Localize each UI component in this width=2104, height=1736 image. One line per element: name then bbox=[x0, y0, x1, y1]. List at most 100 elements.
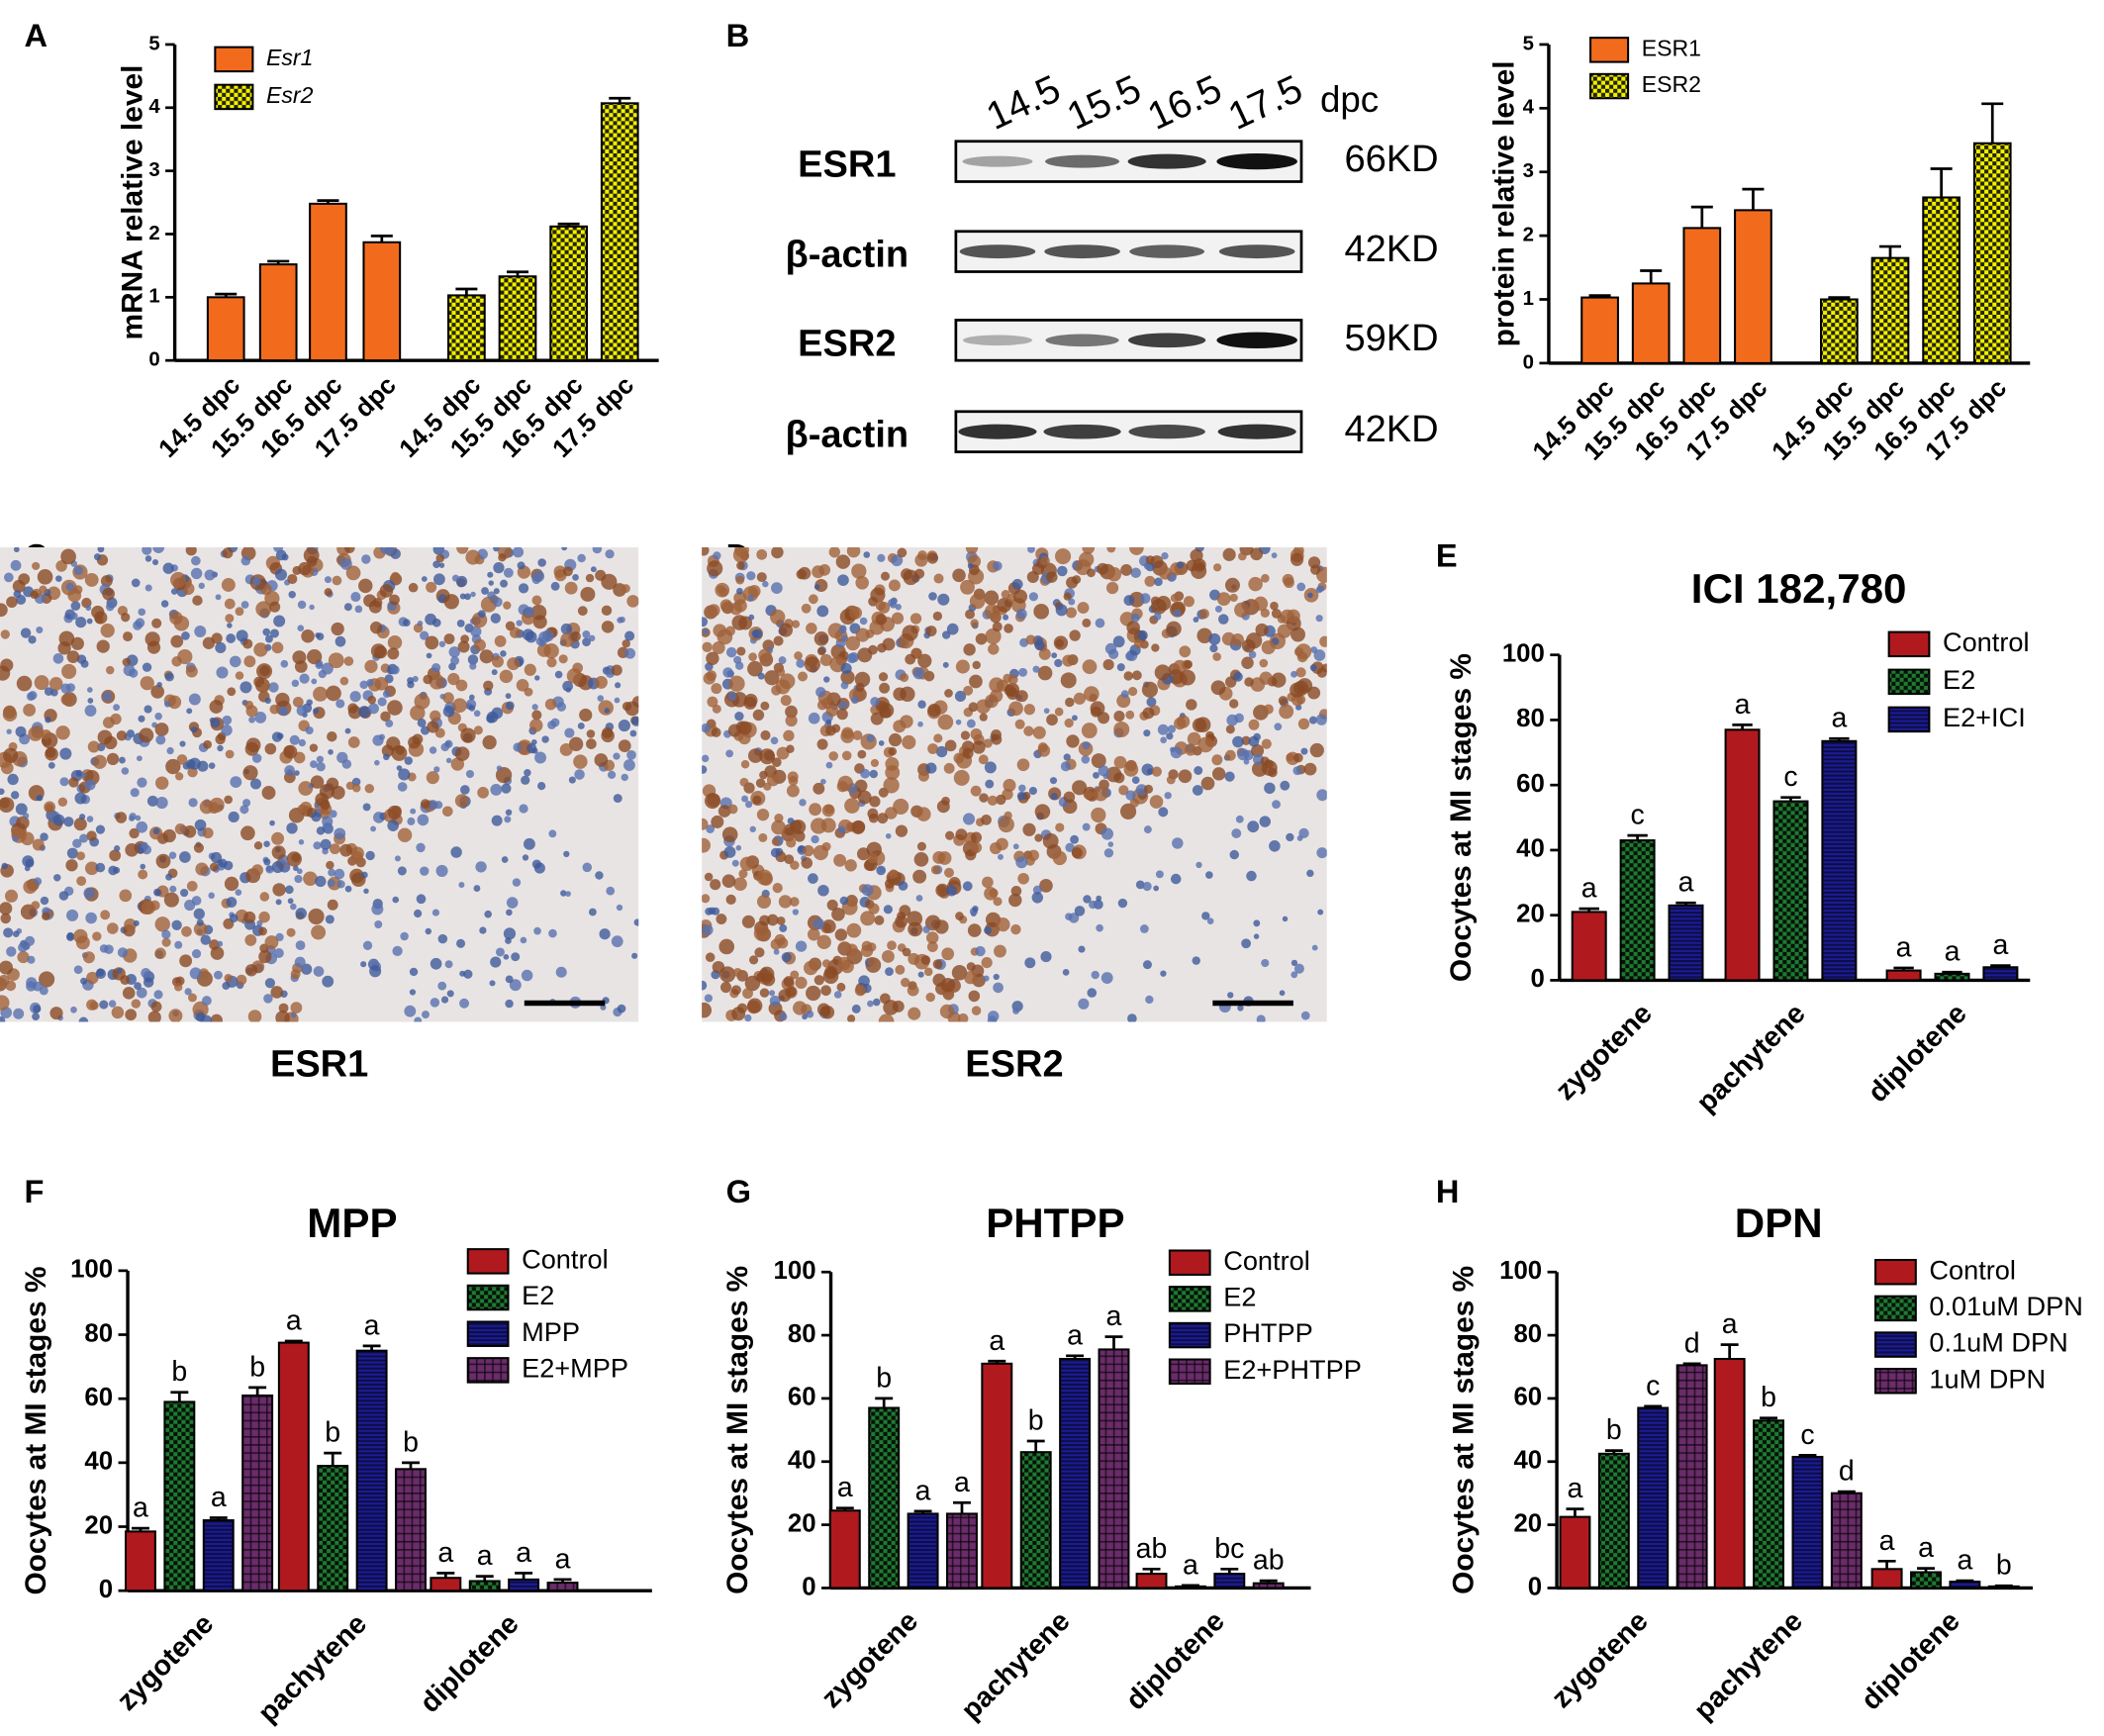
bar bbox=[1982, 966, 2019, 982]
cell bbox=[1142, 881, 1152, 892]
cell bbox=[1311, 944, 1318, 951]
cell bbox=[374, 676, 389, 691]
cell bbox=[981, 956, 993, 969]
cell bbox=[1125, 710, 1135, 720]
cell bbox=[146, 795, 158, 807]
cell bbox=[749, 825, 756, 833]
cell bbox=[1031, 892, 1044, 904]
cell bbox=[1225, 724, 1235, 734]
cell bbox=[310, 775, 325, 789]
cell bbox=[969, 674, 983, 689]
cell bbox=[577, 553, 586, 563]
x-tick-label: zygotene bbox=[111, 1608, 220, 1717]
cell bbox=[1055, 548, 1072, 565]
cell bbox=[979, 713, 988, 722]
cell bbox=[460, 785, 470, 795]
cell bbox=[1293, 752, 1303, 763]
cell bbox=[174, 822, 186, 835]
cell bbox=[84, 572, 99, 587]
cell bbox=[820, 1006, 835, 1019]
cell bbox=[752, 795, 762, 805]
cell bbox=[875, 614, 888, 626]
cell bbox=[531, 595, 542, 606]
cell bbox=[1023, 704, 1035, 716]
cell bbox=[1063, 592, 1072, 601]
cell bbox=[866, 733, 875, 742]
cell bbox=[44, 687, 53, 696]
cell bbox=[153, 990, 163, 1000]
cell bbox=[1232, 735, 1244, 748]
cell bbox=[75, 769, 83, 777]
cell bbox=[473, 638, 486, 651]
cell bbox=[116, 968, 123, 974]
cell bbox=[271, 845, 286, 860]
error-bar bbox=[1780, 796, 1801, 802]
cell bbox=[879, 682, 891, 694]
cell bbox=[727, 723, 742, 737]
cell bbox=[945, 830, 955, 840]
cell bbox=[16, 816, 30, 830]
cell bbox=[1027, 849, 1040, 861]
cell bbox=[243, 911, 256, 924]
cell bbox=[707, 696, 718, 708]
cell bbox=[704, 994, 714, 1003]
bar bbox=[1821, 739, 1858, 982]
cell bbox=[469, 662, 477, 670]
cell bbox=[524, 663, 536, 676]
cell bbox=[845, 943, 858, 956]
cell bbox=[183, 824, 197, 838]
cell bbox=[467, 654, 479, 665]
significance-letter: a bbox=[555, 1543, 571, 1575]
bar bbox=[362, 241, 402, 362]
cell bbox=[397, 827, 413, 842]
cell bbox=[531, 704, 538, 711]
cell bbox=[598, 700, 614, 716]
cell bbox=[1261, 760, 1278, 776]
cell bbox=[324, 576, 333, 584]
cell bbox=[989, 888, 999, 898]
cell bbox=[271, 641, 284, 654]
cell bbox=[996, 794, 1006, 806]
cell bbox=[286, 851, 302, 867]
legend-swatch bbox=[1874, 1295, 1917, 1322]
cell bbox=[614, 697, 621, 704]
cell bbox=[1057, 565, 1068, 577]
cell bbox=[900, 686, 915, 702]
cell bbox=[852, 730, 863, 740]
cell bbox=[454, 746, 470, 761]
cell bbox=[278, 1003, 289, 1013]
cell bbox=[794, 830, 806, 842]
cell bbox=[224, 795, 233, 805]
cell bbox=[1143, 825, 1152, 834]
cell bbox=[222, 547, 234, 559]
cell bbox=[807, 927, 820, 941]
cell bbox=[1261, 573, 1270, 583]
cell bbox=[385, 720, 394, 727]
cell bbox=[836, 982, 846, 992]
cell bbox=[798, 671, 809, 682]
cell bbox=[960, 730, 971, 740]
cell bbox=[729, 602, 742, 616]
cell bbox=[368, 703, 379, 715]
y-tick-label: 100 bbox=[1502, 639, 1545, 667]
cell bbox=[316, 826, 326, 835]
cell bbox=[1065, 842, 1075, 853]
cell bbox=[1028, 592, 1038, 602]
cell bbox=[706, 670, 717, 681]
significance-letter: a bbox=[1992, 929, 2008, 961]
cell bbox=[66, 650, 80, 663]
cell bbox=[727, 691, 737, 702]
cell bbox=[820, 818, 836, 833]
blot-band bbox=[1217, 424, 1296, 439]
cell bbox=[517, 561, 526, 570]
cell bbox=[917, 770, 929, 782]
cell bbox=[198, 582, 205, 590]
cell bbox=[717, 805, 731, 818]
cell bbox=[209, 700, 224, 714]
cell bbox=[123, 631, 134, 642]
cell bbox=[983, 738, 993, 748]
cell bbox=[13, 1008, 25, 1019]
cell bbox=[586, 729, 596, 738]
cell bbox=[963, 685, 974, 696]
cell bbox=[893, 798, 909, 815]
